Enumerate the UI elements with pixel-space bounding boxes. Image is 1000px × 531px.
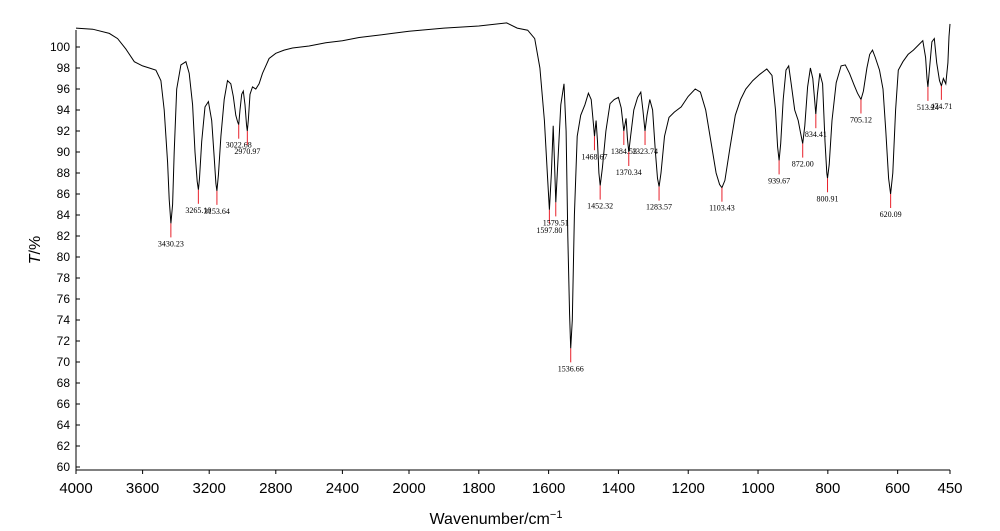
- x-tick-label: 800: [815, 480, 840, 497]
- y-tick-label: 90: [57, 145, 71, 159]
- peak-label: 1103.43: [709, 204, 735, 213]
- y-tick-label: 86: [57, 187, 71, 201]
- peak-label: 834.41: [805, 130, 827, 139]
- peak-label: 1452.32: [587, 202, 613, 211]
- y-tick-label: 98: [57, 61, 71, 75]
- peak-label: 1370.34: [616, 168, 642, 177]
- peak-label: 474.71: [930, 102, 952, 111]
- y-ticks: 60 62 64 66 68 70 72 74 76 78 80 82 84 86 88 90 92 94 96 98…: [50, 40, 80, 474]
- x-ticks: 4000 3600 3200 2800 2400 2000 1800 1600 1400 1200…: [59, 470, 963, 497]
- y-tick-label: 96: [57, 82, 71, 96]
- peak-label: 1597.80: [536, 226, 562, 235]
- y-tick-label: 64: [57, 418, 71, 432]
- y-tick-label: 70: [57, 355, 71, 369]
- y-tick-label: 78: [57, 271, 71, 285]
- y-tick-label: 88: [57, 166, 71, 180]
- y-tick-label: 84: [57, 208, 71, 222]
- y-tick-label: 80: [57, 250, 71, 264]
- x-tick-label: 2400: [326, 480, 359, 497]
- x-tick-label: 1800: [462, 480, 495, 497]
- x-tick-label: 3200: [193, 480, 226, 497]
- x-tick-label: 4000: [59, 480, 92, 497]
- y-tick-label: 68: [57, 376, 71, 390]
- x-axis-label-main: Wavenumber: [430, 511, 525, 528]
- axes: [75, 30, 950, 471]
- spectrum-line: [75, 22, 951, 349]
- y-tick-label: 60: [57, 460, 71, 474]
- y-tick-label: 66: [57, 397, 71, 411]
- peak-label: 1536.66: [558, 364, 584, 373]
- x-tick-label: 2000: [392, 480, 425, 497]
- peak-label: 1323.74: [632, 147, 658, 156]
- peak-label: 3022.68: [226, 141, 252, 150]
- x-tick-label: 2800: [259, 480, 292, 497]
- y-tick-label: 72: [57, 334, 71, 348]
- x-tick-label: 1400: [602, 480, 635, 497]
- peak-label: 1384.53: [611, 147, 637, 156]
- x-tick-label: 1200: [672, 480, 705, 497]
- peak-label: 872.00: [792, 160, 814, 169]
- peak-label: 513.24: [917, 103, 939, 112]
- y-tick-label: 92: [57, 124, 71, 138]
- peak-label: 1468.67: [581, 152, 607, 161]
- y-tick-label: 100: [50, 40, 70, 54]
- peak-label: 620.09: [880, 210, 902, 219]
- peak-label: 2970.97: [234, 147, 260, 156]
- x-axis-label: Wavenumber/cm−1: [430, 509, 563, 528]
- y-tick-label: 82: [57, 229, 71, 243]
- peak-label: 1283.57: [646, 203, 672, 212]
- peak-label: 800.91: [817, 194, 839, 203]
- x-tick-label: 3600: [126, 480, 159, 497]
- peak-label: 939.67: [768, 176, 790, 185]
- y-tick-label: 94: [57, 103, 71, 117]
- y-tick-label: 62: [57, 439, 71, 453]
- x-tick-label: 600: [885, 480, 910, 497]
- y-tick-label: 74: [57, 313, 71, 327]
- peak-label: 705.12: [850, 116, 872, 125]
- y-tick-label: 76: [57, 292, 71, 306]
- x-tick-label: 450: [937, 480, 962, 497]
- x-axis-label-unit: /cm: [524, 511, 550, 528]
- peak-label: 1579.51: [543, 218, 569, 227]
- x-axis-label-exponent: −1: [550, 509, 563, 521]
- x-tick-label: 1000: [741, 480, 774, 497]
- y-axis-label: T/%: [27, 236, 44, 264]
- y-axis-label-unit: /%: [27, 236, 44, 255]
- peak-label: 3430.23: [158, 239, 184, 248]
- x-tick-label: 1600: [532, 480, 565, 497]
- y-axis-label-variable: T: [27, 253, 44, 264]
- peak-label: 3153.64: [204, 207, 230, 216]
- peak-label: 3265.10: [185, 206, 211, 215]
